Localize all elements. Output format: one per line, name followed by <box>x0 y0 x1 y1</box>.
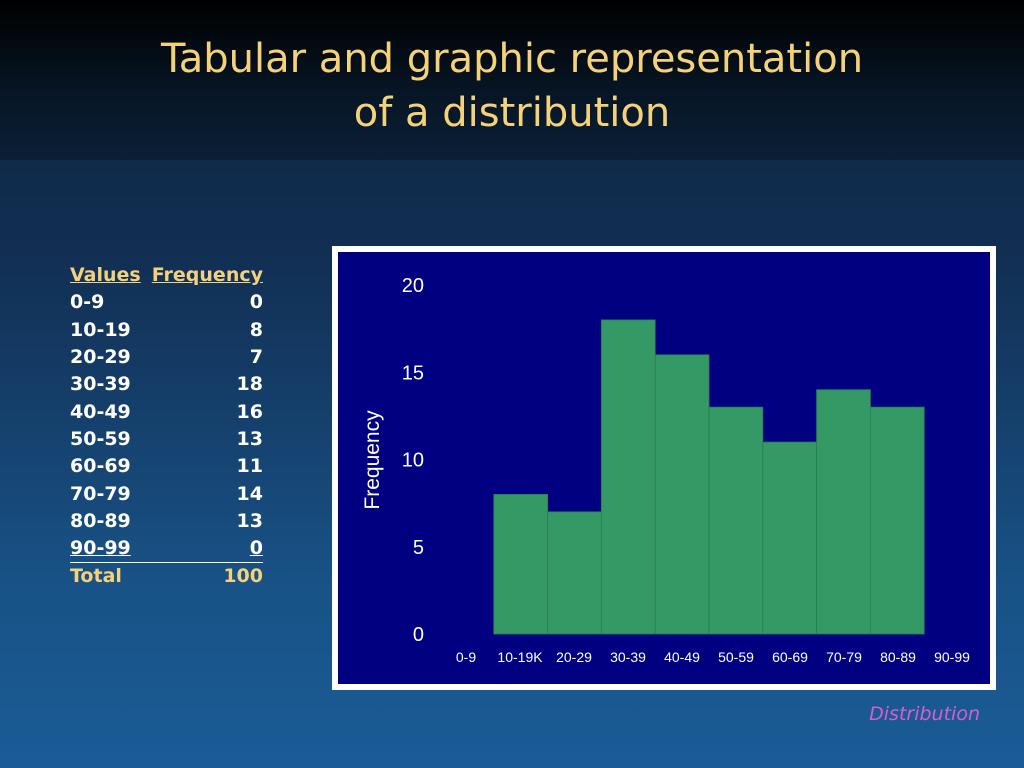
x-tick-label: 60-69 <box>772 649 808 665</box>
table-row: 90-99 0 <box>70 534 263 564</box>
table-row: 30-39 18 <box>70 371 263 398</box>
row-values: 10-19 <box>70 318 131 341</box>
row-frequency: 7 <box>249 346 263 369</box>
y-tick-label: 15 <box>402 362 424 384</box>
table-header-row: Values Frequency <box>70 262 263 289</box>
header-values: Values <box>70 264 141 287</box>
frequency-table: Values Frequency 0-9 0 10-19 8 20-29 7 30-3… <box>70 262 263 591</box>
row-frequency: 0 <box>249 291 263 314</box>
table-row: 70-79 14 <box>70 480 263 507</box>
row-values: 0-9 <box>70 291 105 314</box>
row-frequency: 13 <box>236 427 263 450</box>
row-values: 90-99 <box>70 534 146 564</box>
table-row: 80-89 13 <box>70 508 263 535</box>
row-values: 20-29 <box>70 346 131 369</box>
row-frequency-text: 0 <box>249 537 263 560</box>
row-values-text: 90-99 <box>70 537 131 560</box>
table-total-row: Total 100 <box>70 563 263 591</box>
bar-50-59 <box>708 406 764 635</box>
slide-title-line-2: of a distribution <box>353 90 671 136</box>
slide-title-line-1: Tabular and graphic representation <box>160 36 864 82</box>
title-band <box>0 0 1024 160</box>
total-value: 100 <box>223 565 263 588</box>
x-tick-label: 40-49 <box>664 649 700 665</box>
bar-10-19K <box>493 493 549 635</box>
row-values: 60-69 <box>70 455 131 478</box>
bar-70-79 <box>816 389 871 635</box>
row-frequency: 18 <box>236 373 263 396</box>
x-tick-label: 20-29 <box>556 649 592 665</box>
table-row: 10-19 8 <box>70 317 263 344</box>
table-row: 0-9 0 <box>70 289 263 316</box>
table-row: 50-59 13 <box>70 426 263 453</box>
row-values: 70-79 <box>70 482 131 505</box>
x-tick-label: 90-99 <box>934 649 970 665</box>
histogram-chart: 0 5 10 15 20 0-9 10-19K 20-29 30-39 40-49 50-59 60-… <box>338 252 990 684</box>
row-values: 30-39 <box>70 373 131 396</box>
y-tick-label: 20 <box>402 275 424 297</box>
bar-20-29 <box>547 511 602 635</box>
caption: Distribution <box>869 703 980 725</box>
x-tick-label: 0-9 <box>456 649 476 665</box>
row-frequency: 8 <box>249 318 263 341</box>
bar-80-89 <box>870 406 925 635</box>
y-tick-label: 0 <box>413 624 424 646</box>
x-tick-label: 30-39 <box>610 649 646 665</box>
row-frequency: 16 <box>236 400 263 423</box>
row-frequency: 13 <box>236 509 263 532</box>
slide-title: Tabular and graphic representation of a … <box>0 32 1024 140</box>
row-values: 80-89 <box>70 509 131 532</box>
bar-40-49 <box>654 354 710 635</box>
chart-frame: 0 5 10 15 20 0-9 10-19K 20-29 30-39 40-49 50-59 60-… <box>332 246 996 690</box>
header-frequency: Frequency <box>151 264 263 287</box>
total-label: Total <box>70 565 122 588</box>
table-row: 20-29 7 <box>70 344 263 371</box>
row-values: 50-59 <box>70 427 131 450</box>
y-axis-label: Frequency <box>361 410 384 510</box>
row-frequency: 14 <box>236 482 263 505</box>
row-frequency: 11 <box>236 455 263 478</box>
x-tick-label: 50-59 <box>718 649 754 665</box>
bar-30-39 <box>600 319 656 635</box>
y-tick-label: 10 <box>402 450 424 472</box>
table-row: 40-49 16 <box>70 398 263 425</box>
y-tick-label: 5 <box>413 537 424 559</box>
bar-60-69 <box>762 441 817 635</box>
x-tick-label: 80-89 <box>880 649 916 665</box>
x-tick-label: 10-19K <box>497 649 543 665</box>
x-tick-label: 70-79 <box>826 649 862 665</box>
table-row: 60-69 11 <box>70 453 263 480</box>
row-frequency: 0 <box>145 534 263 564</box>
row-values: 40-49 <box>70 400 131 423</box>
